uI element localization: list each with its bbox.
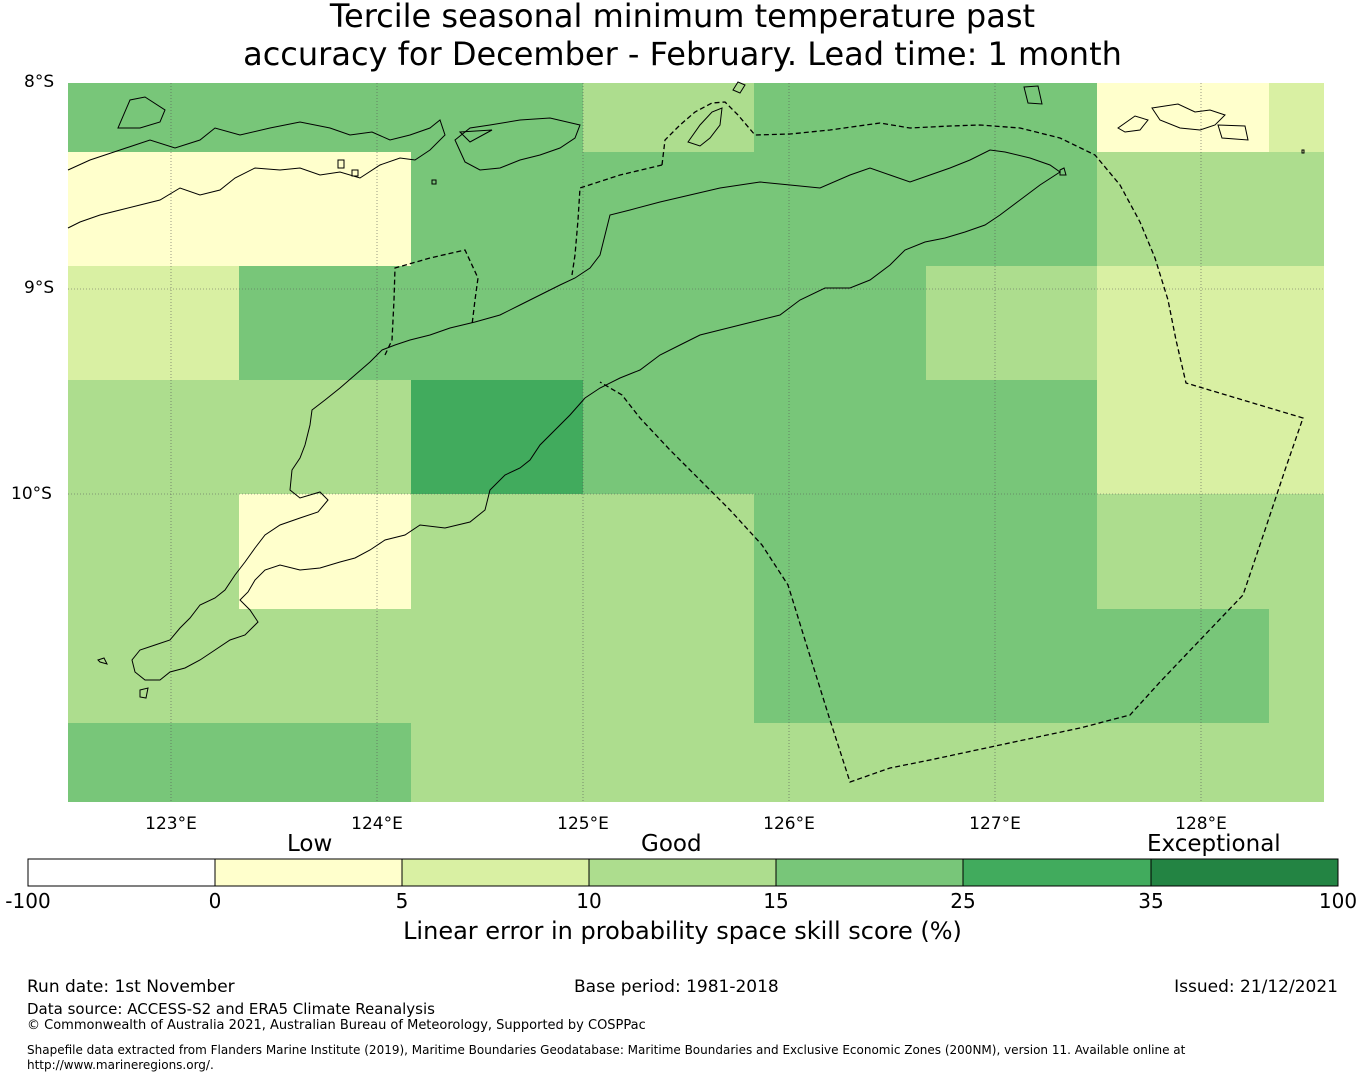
- map-title-line-2: accuracy for December - February. Lead t…: [243, 35, 1122, 73]
- lon-label-124e: 124°E: [351, 814, 403, 834]
- legend-category-exceptional: Exceptional: [1147, 831, 1281, 857]
- colorbar-tick: 15: [763, 889, 789, 913]
- lon-label-128e: 128°E: [1175, 814, 1227, 834]
- lon-label-127e: 127°E: [969, 814, 1021, 834]
- lon-label-123e: 123°E: [145, 814, 197, 834]
- colorbar-tick: 10: [576, 889, 602, 913]
- lat-label-8s: 8°S: [24, 72, 55, 92]
- copyright: © Commonwealth of Australia 2021, Austra…: [27, 1018, 646, 1033]
- map-title-line-1: Tercile seasonal minimum temperature pas…: [329, 0, 1036, 35]
- colorbar-tick: 35: [1138, 889, 1164, 913]
- maritime-boundaries: [384, 101, 1304, 783]
- lon-label-125e: 125°E: [557, 814, 609, 834]
- colorbar-tick: -100: [5, 889, 51, 913]
- coastlines: [67, 81, 1305, 699]
- lon-label-126e: 126°E: [763, 814, 815, 834]
- data-source: Data source: ACCESS-S2 and ERA5 Climate …: [27, 1000, 435, 1018]
- base-period: Base period: 1981-2018: [574, 977, 779, 997]
- colorbar-label: Linear error in probability space skill …: [403, 917, 962, 945]
- lat-label-10s: 10°S: [11, 484, 52, 504]
- legend-category-good: Good: [641, 831, 702, 857]
- legend-category-low: Low: [287, 831, 333, 857]
- issued-date: Issued: 21/12/2021: [1174, 977, 1338, 997]
- run-date: Run date: 1st November: [27, 977, 235, 997]
- shapefile-credit-line-1: Shapefile data extracted from Flanders M…: [27, 1043, 1186, 1057]
- lat-label-9s: 9°S: [24, 278, 55, 298]
- colorbar-tick: 100: [1318, 889, 1358, 913]
- graticule: [68, 83, 1324, 802]
- colorbar-tick: 0: [208, 889, 222, 913]
- colorbar-tick: 25: [950, 889, 976, 913]
- skill-grid: [68, 83, 1324, 802]
- shapefile-credit-line-2: http://www.marineregions.org/.: [27, 1058, 214, 1072]
- colorbar-tick: 5: [395, 889, 409, 913]
